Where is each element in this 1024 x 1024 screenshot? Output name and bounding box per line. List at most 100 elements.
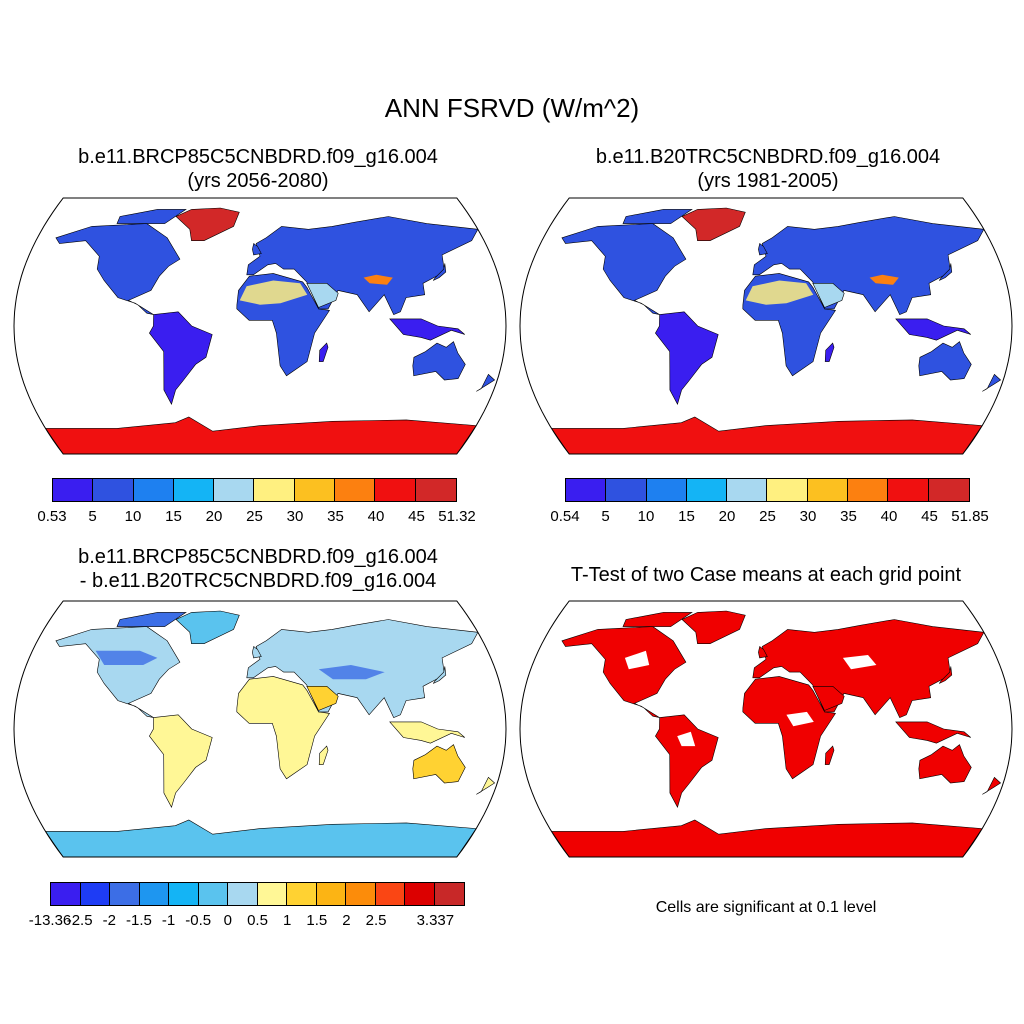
colorbar-label: 30 (286, 508, 304, 525)
land-greenland (175, 610, 240, 645)
colorbar-swatch (928, 479, 969, 501)
land-japan (432, 666, 447, 684)
panel3-map (13, 600, 507, 858)
land-arctic (116, 612, 187, 627)
panel3-title-line1: b.e11.BRCP85C5CNBDRD.f09_g16.004 (78, 546, 438, 568)
colorbar-swatch (316, 883, 346, 905)
panel3-title-line2: - b.e11.B20TRC5CNBDRD.f09_g16.004 (79, 570, 437, 592)
land-seasia (389, 318, 465, 341)
panel2-map (519, 197, 1013, 455)
land-greenland (681, 207, 746, 242)
land-eurasia (246, 216, 479, 315)
colorbar-label: 30 (799, 508, 817, 525)
land-samerica (655, 714, 719, 808)
colorbar-swatch (415, 479, 456, 501)
land-namerica (55, 626, 181, 718)
colorbar-swatch (646, 479, 687, 501)
panel3-title: b.e11.BRCP85C5CNBDRD.f09_g16.004 - b.e11… (8, 545, 508, 593)
land-madagascar (824, 745, 835, 765)
land-madagascar (318, 745, 329, 765)
colorbar-swatch (405, 883, 435, 905)
colorbar-label: 2.5 (365, 912, 387, 929)
land-greenland (681, 610, 746, 645)
panel4-map (519, 600, 1013, 858)
colorbar-swatch (434, 883, 464, 905)
sahara-region (745, 280, 814, 305)
map-border (519, 197, 1013, 455)
land-samerica (149, 311, 213, 405)
land-seasia (895, 721, 971, 744)
colorbar-swatch (133, 479, 174, 501)
colorbar-swatch (214, 479, 255, 501)
colorbar-swatch (169, 883, 199, 905)
colorbar-swatch (51, 883, 81, 905)
non-significant-region (842, 655, 877, 670)
land-nz (982, 373, 1002, 392)
colorbar-swatch (606, 479, 647, 501)
colorbar-swatch (53, 479, 94, 501)
colorbar-swatch (110, 883, 140, 905)
colorbar-label: -13.36 (28, 912, 72, 929)
sahara-region (239, 280, 308, 305)
land-australia (412, 341, 466, 381)
colorbar-swatch (767, 479, 808, 501)
colorbar-label: 0.54 (550, 508, 580, 525)
colorbar-label: 45 (408, 508, 425, 525)
land-australia (918, 744, 972, 784)
colorbar-label: 3.337 (416, 912, 455, 929)
land-madagascar (318, 342, 329, 362)
land-arabia (306, 283, 339, 308)
land-nz (982, 776, 1002, 795)
land-arabia (306, 686, 339, 711)
colorbar-label: 25 (246, 508, 263, 525)
significance-note: Cells are significant at 0.1 level (655, 899, 877, 916)
land-antarctica (550, 819, 983, 857)
colorbar-label: -0.5 (185, 912, 212, 929)
land-seasia (895, 318, 971, 341)
panel2-title-line2: (yrs 1981-2005) (697, 170, 839, 192)
land-arctic (622, 612, 693, 627)
colorbar-label: -2.5 (66, 912, 93, 929)
colorbar-swatch (287, 883, 317, 905)
colorbar-label: 35 (840, 508, 857, 525)
non-significant-region (624, 650, 650, 670)
colorbar-label: 51.85 (951, 508, 989, 525)
map-border (13, 600, 507, 858)
panel1-map (13, 197, 507, 455)
panel1-title-line1: b.e11.BRCP85C5CNBDRD.f09_g16.004 (78, 146, 438, 168)
colorbar-swatch (173, 479, 215, 501)
panel1-title: b.e11.BRCP85C5CNBDRD.f09_g16.004 (yrs 20… (8, 145, 508, 193)
map-border (519, 600, 1013, 858)
colorbar-label: 5 (88, 508, 97, 525)
colorbar-label: 20 (205, 508, 223, 525)
land-nz (476, 373, 496, 392)
non-significant-region (786, 711, 814, 727)
land-antarctica (44, 416, 477, 454)
panel2-colorbar-labels: 0.54 5 10 15 20 25 30 35 40 45 51.85 (550, 508, 988, 528)
figure-title: ANN FSRVD (W/m^2) (384, 93, 640, 123)
colorbar-label: 45 (921, 508, 938, 525)
colorbar-swatch (80, 883, 110, 905)
colorbar-label: 35 (327, 508, 344, 525)
colorbar-swatch (807, 479, 849, 501)
colorbar-swatch (346, 883, 376, 905)
land-australia (918, 341, 972, 381)
negative-anomaly-region (95, 650, 158, 665)
land-arabia (812, 686, 845, 711)
colorbar-label: 0.5 (247, 912, 268, 929)
colorbar-swatch (254, 479, 295, 501)
colorbar-swatch (375, 479, 416, 501)
colorbar-label: 0.53 (37, 508, 67, 525)
land-uk (758, 645, 768, 659)
colorbar-label: 1.5 (306, 912, 328, 929)
land-nz (476, 776, 496, 795)
panel1-title-line2: (yrs 2056-2080) (187, 170, 329, 192)
land-arctic (622, 209, 693, 224)
panel3-colorbar (50, 882, 465, 906)
land-uk (252, 645, 262, 659)
land-africa (742, 676, 837, 780)
negative-anomaly-region (318, 665, 385, 680)
colorbar-label: 10 (124, 508, 142, 525)
panel1-colorbar-labels: 0.53 5 10 15 20 25 30 35 40 45 51.32 (37, 508, 475, 528)
colorbar-label: -2 (102, 912, 116, 929)
